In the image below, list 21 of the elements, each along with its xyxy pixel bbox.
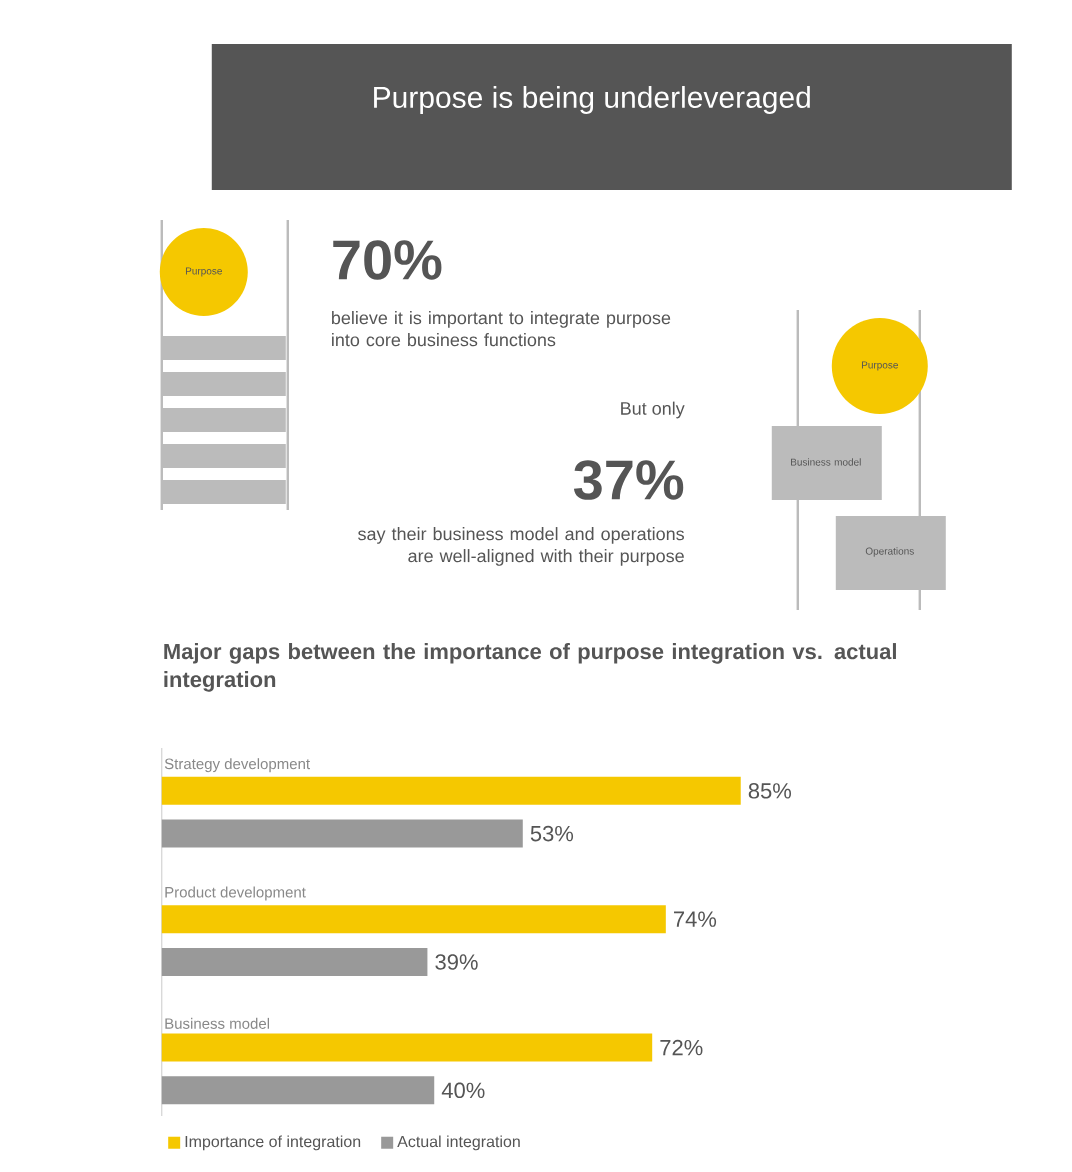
data-label: 40% [441, 1082, 485, 1099]
data-label: 53% [530, 825, 574, 842]
text: 70% [333, 240, 442, 280]
bar [161, 947, 428, 976]
bar [161, 776, 741, 805]
text: 37% [574, 460, 684, 500]
legend-label: Importance of integration [185, 1135, 361, 1151]
bar [161, 819, 523, 848]
legend-label: Actual integration [397, 1135, 520, 1151]
text: But only [621, 401, 685, 419]
data-label: 72% [660, 1039, 703, 1056]
chart-title: Purpose is being underleveraged [374, 86, 810, 114]
bar [161, 905, 666, 934]
data-label: 74% [674, 911, 717, 927]
text: say their business model and operations are well-aligned with their purpose [358, 527, 685, 566]
data-label: 39% [435, 954, 478, 970]
bar [161, 1076, 435, 1105]
chart-subtitle: Major gaps between the importance of purpose integration vs. actual integration [164, 643, 897, 692]
bar [161, 1033, 653, 1062]
text: believe it is important to integrate purpose into core business functions [332, 311, 671, 347]
data-label: 85% [748, 783, 792, 799]
